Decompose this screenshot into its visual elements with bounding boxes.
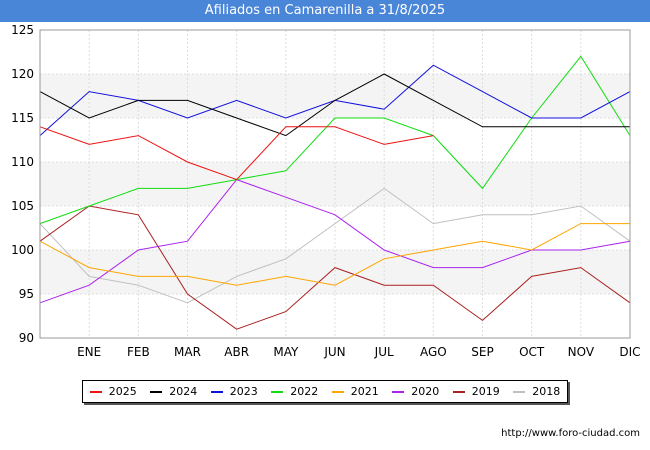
x-tick-label: ABR bbox=[224, 345, 249, 359]
x-tick-label: AGO bbox=[420, 345, 447, 359]
legend-item-2019: 2019 bbox=[452, 385, 500, 398]
series-line-2019 bbox=[39, 205, 631, 330]
legend-label: 2021 bbox=[350, 385, 379, 398]
legend-item-2020: 2020 bbox=[392, 385, 439, 398]
x-tick-label: SEP bbox=[471, 345, 493, 359]
legend-label: 2022 bbox=[290, 385, 319, 398]
y-tick-label: 95 bbox=[19, 287, 34, 301]
y-tick-label: 90 bbox=[19, 331, 34, 345]
y-tick-label: 110 bbox=[11, 155, 34, 169]
axes: 90 95 100 105 110 115 120 125 ENE FEB MAR ABR MAY JUN… bbox=[11, 23, 640, 359]
series-line-2021 bbox=[39, 223, 630, 286]
series-line-2018 bbox=[39, 187, 631, 304]
legend-item-2023: 2023 bbox=[210, 385, 258, 398]
legend-swatch bbox=[150, 390, 163, 393]
legend: 2025 2024 2023 2022 2021 2020 2019 2018 bbox=[82, 380, 568, 403]
legend-label: 2023 bbox=[229, 385, 258, 398]
x-tick-label: OCT bbox=[519, 345, 545, 359]
chart-title: Afiliados en Camarenilla a 31/8/2025 bbox=[0, 0, 650, 22]
legend-swatch bbox=[210, 390, 223, 393]
series-lines bbox=[39, 55, 631, 330]
x-tick-label: NOV bbox=[568, 345, 595, 359]
legend-item-2021: 2021 bbox=[331, 385, 379, 398]
legend-swatch bbox=[331, 390, 344, 393]
legend-item-2018: 2018 bbox=[513, 385, 560, 398]
x-tick-label: MAY bbox=[273, 345, 299, 359]
x-tick-label: FEB bbox=[127, 345, 150, 359]
x-tick-label: JUL bbox=[374, 345, 394, 359]
x-tick-label: MAR bbox=[174, 345, 201, 359]
y-tick-label: 120 bbox=[11, 67, 34, 81]
legend-swatch bbox=[392, 390, 405, 393]
legend-swatch bbox=[271, 390, 284, 393]
series-line-2024 bbox=[39, 73, 630, 137]
legend-swatch bbox=[452, 390, 465, 393]
y-tick-label: 100 bbox=[11, 243, 34, 257]
x-tick-label: DIC bbox=[619, 345, 640, 359]
x-tick-label: JUN bbox=[323, 345, 345, 359]
source-credit: http://www.foro-ciudad.com bbox=[501, 428, 640, 439]
legend-label: 2020 bbox=[411, 385, 440, 398]
y-tick-label: 125 bbox=[11, 23, 34, 37]
x-tick-label: ENE bbox=[77, 345, 101, 359]
legend-label: 2019 bbox=[471, 385, 500, 398]
plot-border bbox=[39, 29, 631, 339]
legend-swatch bbox=[89, 390, 102, 393]
legend-item-2024: 2024 bbox=[150, 385, 197, 398]
legend-label: 2018 bbox=[532, 385, 561, 398]
legend-label: 2025 bbox=[108, 385, 137, 398]
legend-item-2022: 2022 bbox=[271, 385, 318, 398]
y-tick-label: 115 bbox=[11, 111, 34, 125]
legend-label: 2024 bbox=[169, 385, 198, 398]
legend-item-2025: 2025 bbox=[89, 385, 137, 398]
legend-swatch bbox=[513, 390, 526, 393]
y-tick-label: 105 bbox=[11, 199, 34, 213]
series-line-2025 bbox=[39, 126, 434, 181]
